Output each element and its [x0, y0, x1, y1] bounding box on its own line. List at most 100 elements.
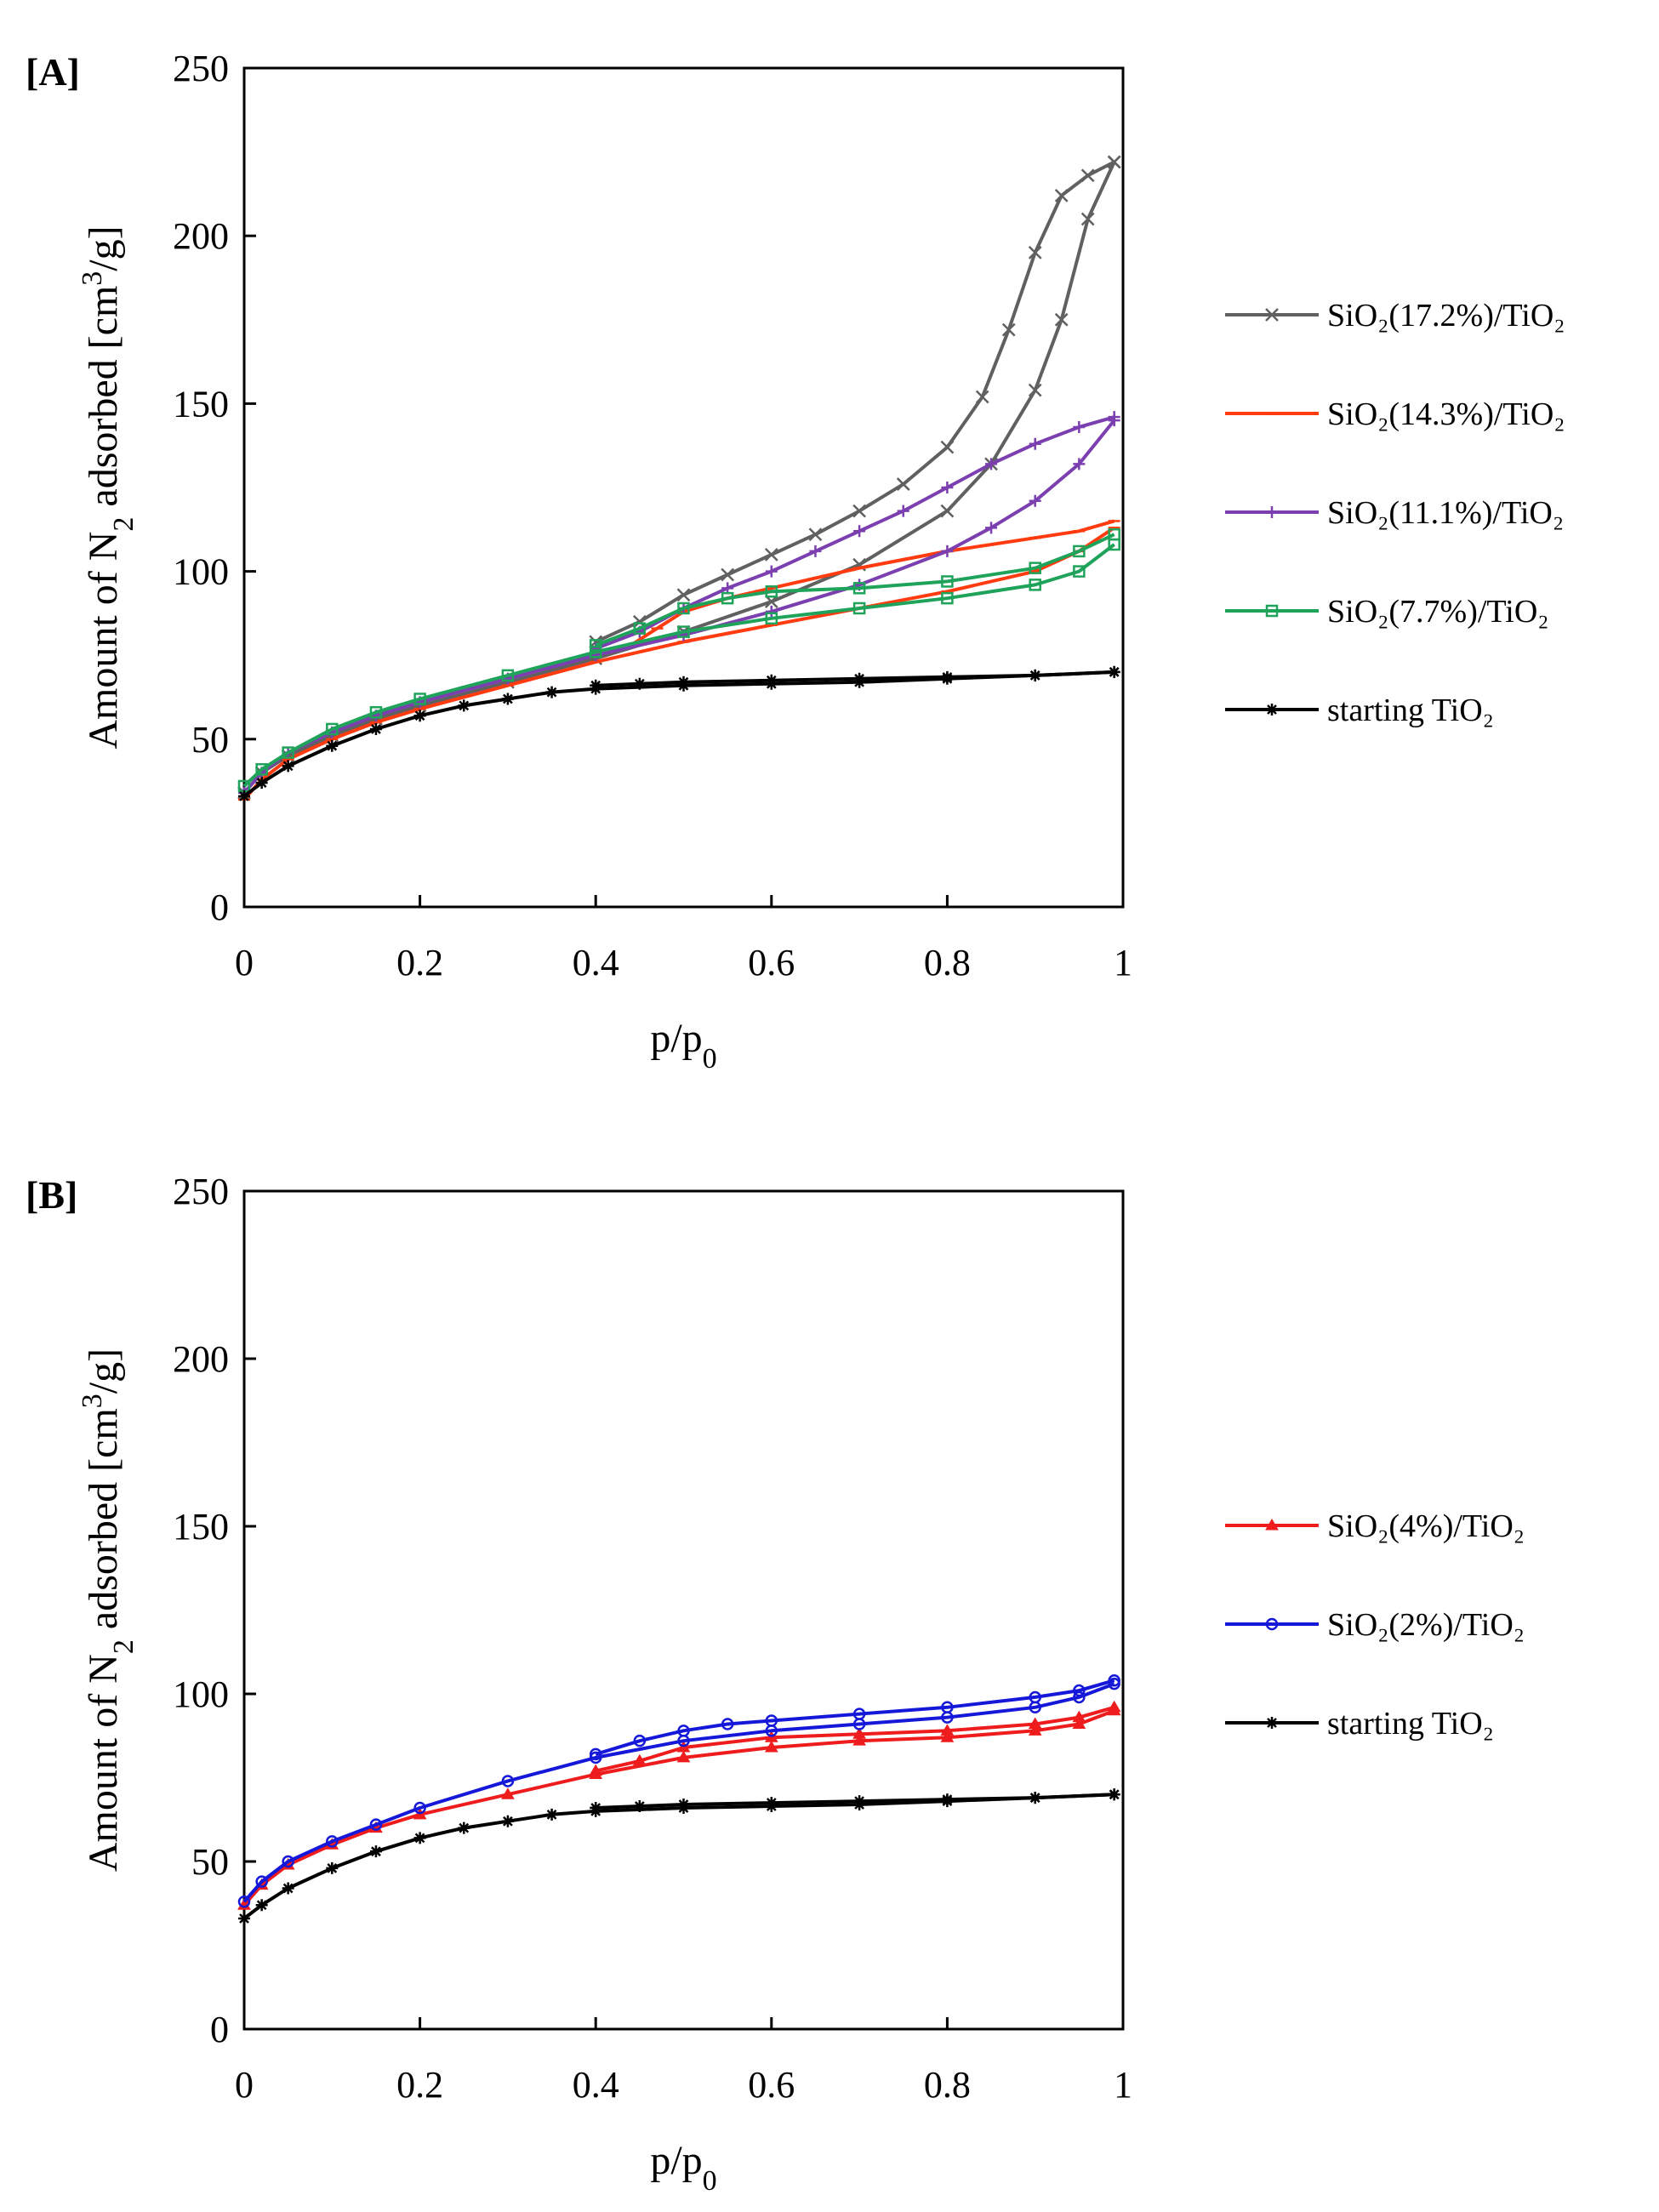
- data-point: [326, 722, 339, 736]
- data-point: [589, 1747, 602, 1761]
- data-point: [413, 1801, 426, 1815]
- x-tick-label: 0.2: [396, 942, 443, 983]
- data-point: [590, 1801, 602, 1814]
- series-line-adsorption: [242, 543, 1115, 788]
- series-line-desorption: [630, 519, 1115, 647]
- data-point: [501, 1787, 515, 1799]
- data-point: [413, 710, 426, 722]
- data-point: [852, 1734, 866, 1746]
- data-point: [1073, 1684, 1086, 1697]
- data-point: [1054, 188, 1069, 202]
- data-point: [590, 679, 602, 692]
- legend-swatch-marker: [1265, 604, 1279, 618]
- data-point: [1029, 1792, 1041, 1804]
- data-point: [326, 1861, 339, 1874]
- y-tick-label: 0: [210, 2009, 229, 2050]
- legend-label: SiO₂(7.7%)/TiO₂: [1327, 594, 1549, 630]
- x-tick-label: 0: [235, 942, 254, 983]
- data-point: [1029, 437, 1041, 450]
- data-point: [255, 1875, 268, 1888]
- legend-swatch-marker: [1265, 1617, 1279, 1631]
- data-point: [282, 1855, 294, 1868]
- data-point: [237, 1896, 251, 1908]
- data-point: [1072, 1717, 1086, 1729]
- data-point: [1028, 1717, 1042, 1729]
- data-point: [721, 591, 734, 605]
- data-point: [852, 601, 866, 615]
- series-line-adsorption: [242, 1793, 1115, 1920]
- legend-entry: SiO₂(11.1%)/TiO₂: [1225, 495, 1564, 531]
- x-tick-label: 0.4: [573, 942, 619, 983]
- y-tick-label: 100: [173, 551, 229, 593]
- data-point: [589, 639, 602, 652]
- legend-swatch-marker: [1266, 506, 1278, 518]
- data-point: [1072, 1710, 1086, 1723]
- data-point: [941, 670, 954, 683]
- data-point: [1080, 168, 1095, 183]
- data-point: [853, 525, 866, 538]
- data-point: [765, 1797, 778, 1810]
- data-point: [809, 544, 822, 557]
- data-point: [1108, 527, 1120, 541]
- legend-entry: SiO₂(14.3%)/TiO₂: [1225, 396, 1565, 432]
- data-point: [677, 601, 690, 615]
- y-tick-label: 250: [173, 1171, 229, 1212]
- x-tick-label: 0.4: [573, 2064, 619, 2106]
- panel-label: [A]: [26, 50, 80, 94]
- data-point: [985, 458, 998, 470]
- data-point: [1029, 494, 1041, 507]
- legend-entry: starting TiO₂: [1225, 693, 1494, 728]
- data-point: [677, 676, 690, 688]
- x-tick-label: 0.8: [924, 942, 971, 983]
- x-tick-label: 1: [1114, 942, 1132, 983]
- data-point: [940, 1730, 955, 1742]
- data-point: [1073, 458, 1086, 470]
- data-point: [255, 777, 268, 790]
- data-point: [413, 693, 426, 705]
- data-point: [985, 522, 998, 534]
- data-point: [852, 582, 866, 595]
- data-point: [633, 1799, 646, 1812]
- data-point: [633, 1734, 647, 1747]
- plot-frame: [242, 66, 1125, 909]
- series-3: [237, 527, 1120, 793]
- data-point: [765, 612, 778, 625]
- series-2: [238, 1788, 1120, 1924]
- data-point: [941, 1793, 954, 1806]
- data-point: [1073, 544, 1086, 558]
- data-point: [633, 622, 647, 635]
- x-tick-label: 0.6: [748, 2064, 795, 2106]
- data-point: [1029, 1690, 1041, 1704]
- data-point: [501, 1815, 514, 1827]
- legend-label: SiO₂(14.3%)/TiO₂: [1327, 396, 1565, 432]
- legend-entry: SiO₂(2%)/TiO₂: [1225, 1607, 1525, 1643]
- data-point: [852, 1707, 866, 1720]
- legend-entry: SiO₂(4%)/TiO₂: [1225, 1508, 1525, 1544]
- series-1: [237, 1673, 1120, 1908]
- data-point: [255, 763, 268, 776]
- plot-frame: [242, 1189, 1125, 2031]
- series-line-adsorption: [242, 670, 1115, 798]
- data-point: [633, 677, 646, 690]
- data-point: [896, 477, 910, 491]
- data-point: [458, 699, 470, 712]
- data-point: [1108, 1788, 1120, 1801]
- data-point: [369, 1845, 382, 1858]
- series-line-desorption: [596, 1793, 1115, 1810]
- data-point: [677, 625, 690, 638]
- data-point: [1054, 312, 1069, 327]
- series-line-adsorption: [242, 526, 1115, 801]
- data-point: [282, 746, 294, 759]
- series-0: [237, 155, 1121, 800]
- legend-entry: SiO₂(7.7%)/TiO₂: [1225, 594, 1549, 630]
- y-tick-label: 50: [191, 1841, 229, 1883]
- legend-label: SiO₂(17.2%)/TiO₂: [1327, 298, 1565, 334]
- data-point: [282, 760, 294, 772]
- data-point: [940, 1724, 955, 1736]
- data-point: [326, 739, 339, 752]
- data-point: [853, 1795, 866, 1808]
- data-point: [765, 605, 778, 618]
- data-point: [721, 567, 735, 582]
- data-point: [1108, 1673, 1120, 1687]
